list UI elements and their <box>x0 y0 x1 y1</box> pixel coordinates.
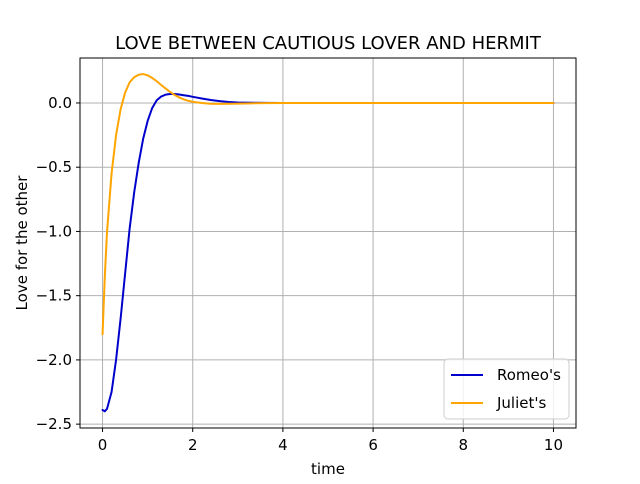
y-tick-label: −2.0 <box>36 351 72 369</box>
x-tick-label: 8 <box>458 436 468 454</box>
x-tick-label: 10 <box>544 436 563 454</box>
y-tick-label: −2.5 <box>36 415 72 433</box>
y-tick-label: −0.5 <box>36 158 72 176</box>
plot-frame <box>79 57 577 429</box>
legend-label-juliet: Juliet's <box>496 394 546 412</box>
y-tick-label: 0.0 <box>48 94 72 112</box>
series-line-juliet <box>101 73 555 336</box>
x-tick-label: 0 <box>98 436 108 454</box>
chart-title: LOVE BETWEEN CAUTIOUS LOVER AND HERMIT <box>115 33 542 54</box>
axis-ticks: 0 2 4 6 8 10 −2.5 −2.0 −1.5 −1.0 −0.5 0.0 <box>36 94 563 454</box>
x-tick-label: 2 <box>188 436 198 454</box>
legend: Romeo's Juliet's <box>443 358 570 420</box>
x-axis-label: time <box>311 460 345 478</box>
x-tick-label: 6 <box>368 436 378 454</box>
series-lines <box>101 73 555 413</box>
y-tick-label: −1.0 <box>36 222 72 240</box>
legend-label-romeo: Romeo's <box>497 366 561 384</box>
x-tick-label: 4 <box>278 436 288 454</box>
y-tick-label: −1.5 <box>36 287 72 305</box>
y-axis-label: Love for the other <box>13 175 31 311</box>
